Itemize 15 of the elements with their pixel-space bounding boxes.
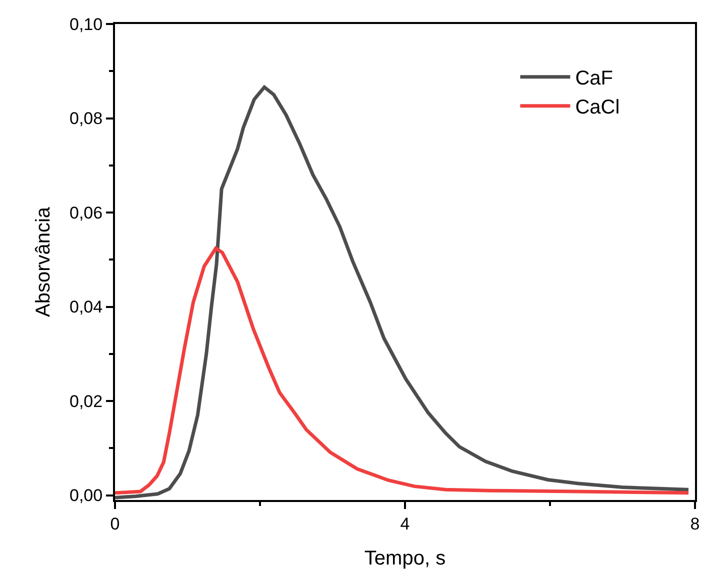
x-tick-label: 4 [400, 514, 410, 534]
y-tick-label: 0,10 [70, 14, 103, 34]
y-axis-title: Absorvância [32, 206, 55, 318]
y-tick-label: 0,00 [70, 486, 103, 506]
y-tick-label: 0,04 [70, 298, 103, 317]
legend-label: CaCl [575, 96, 620, 119]
x-tick-label: 8 [690, 514, 700, 534]
legend-label: CaF [575, 68, 613, 90]
y-tick-label: 0,02 [70, 392, 103, 411]
line-series [115, 85, 690, 500]
x-tick-label: 0 [110, 514, 120, 534]
y-tick-label: 0,06 [70, 203, 103, 222]
x-axis-title: Tempo, s [364, 547, 446, 570]
y-tick-label: 0,08 [70, 109, 103, 128]
line-series [115, 246, 690, 495]
